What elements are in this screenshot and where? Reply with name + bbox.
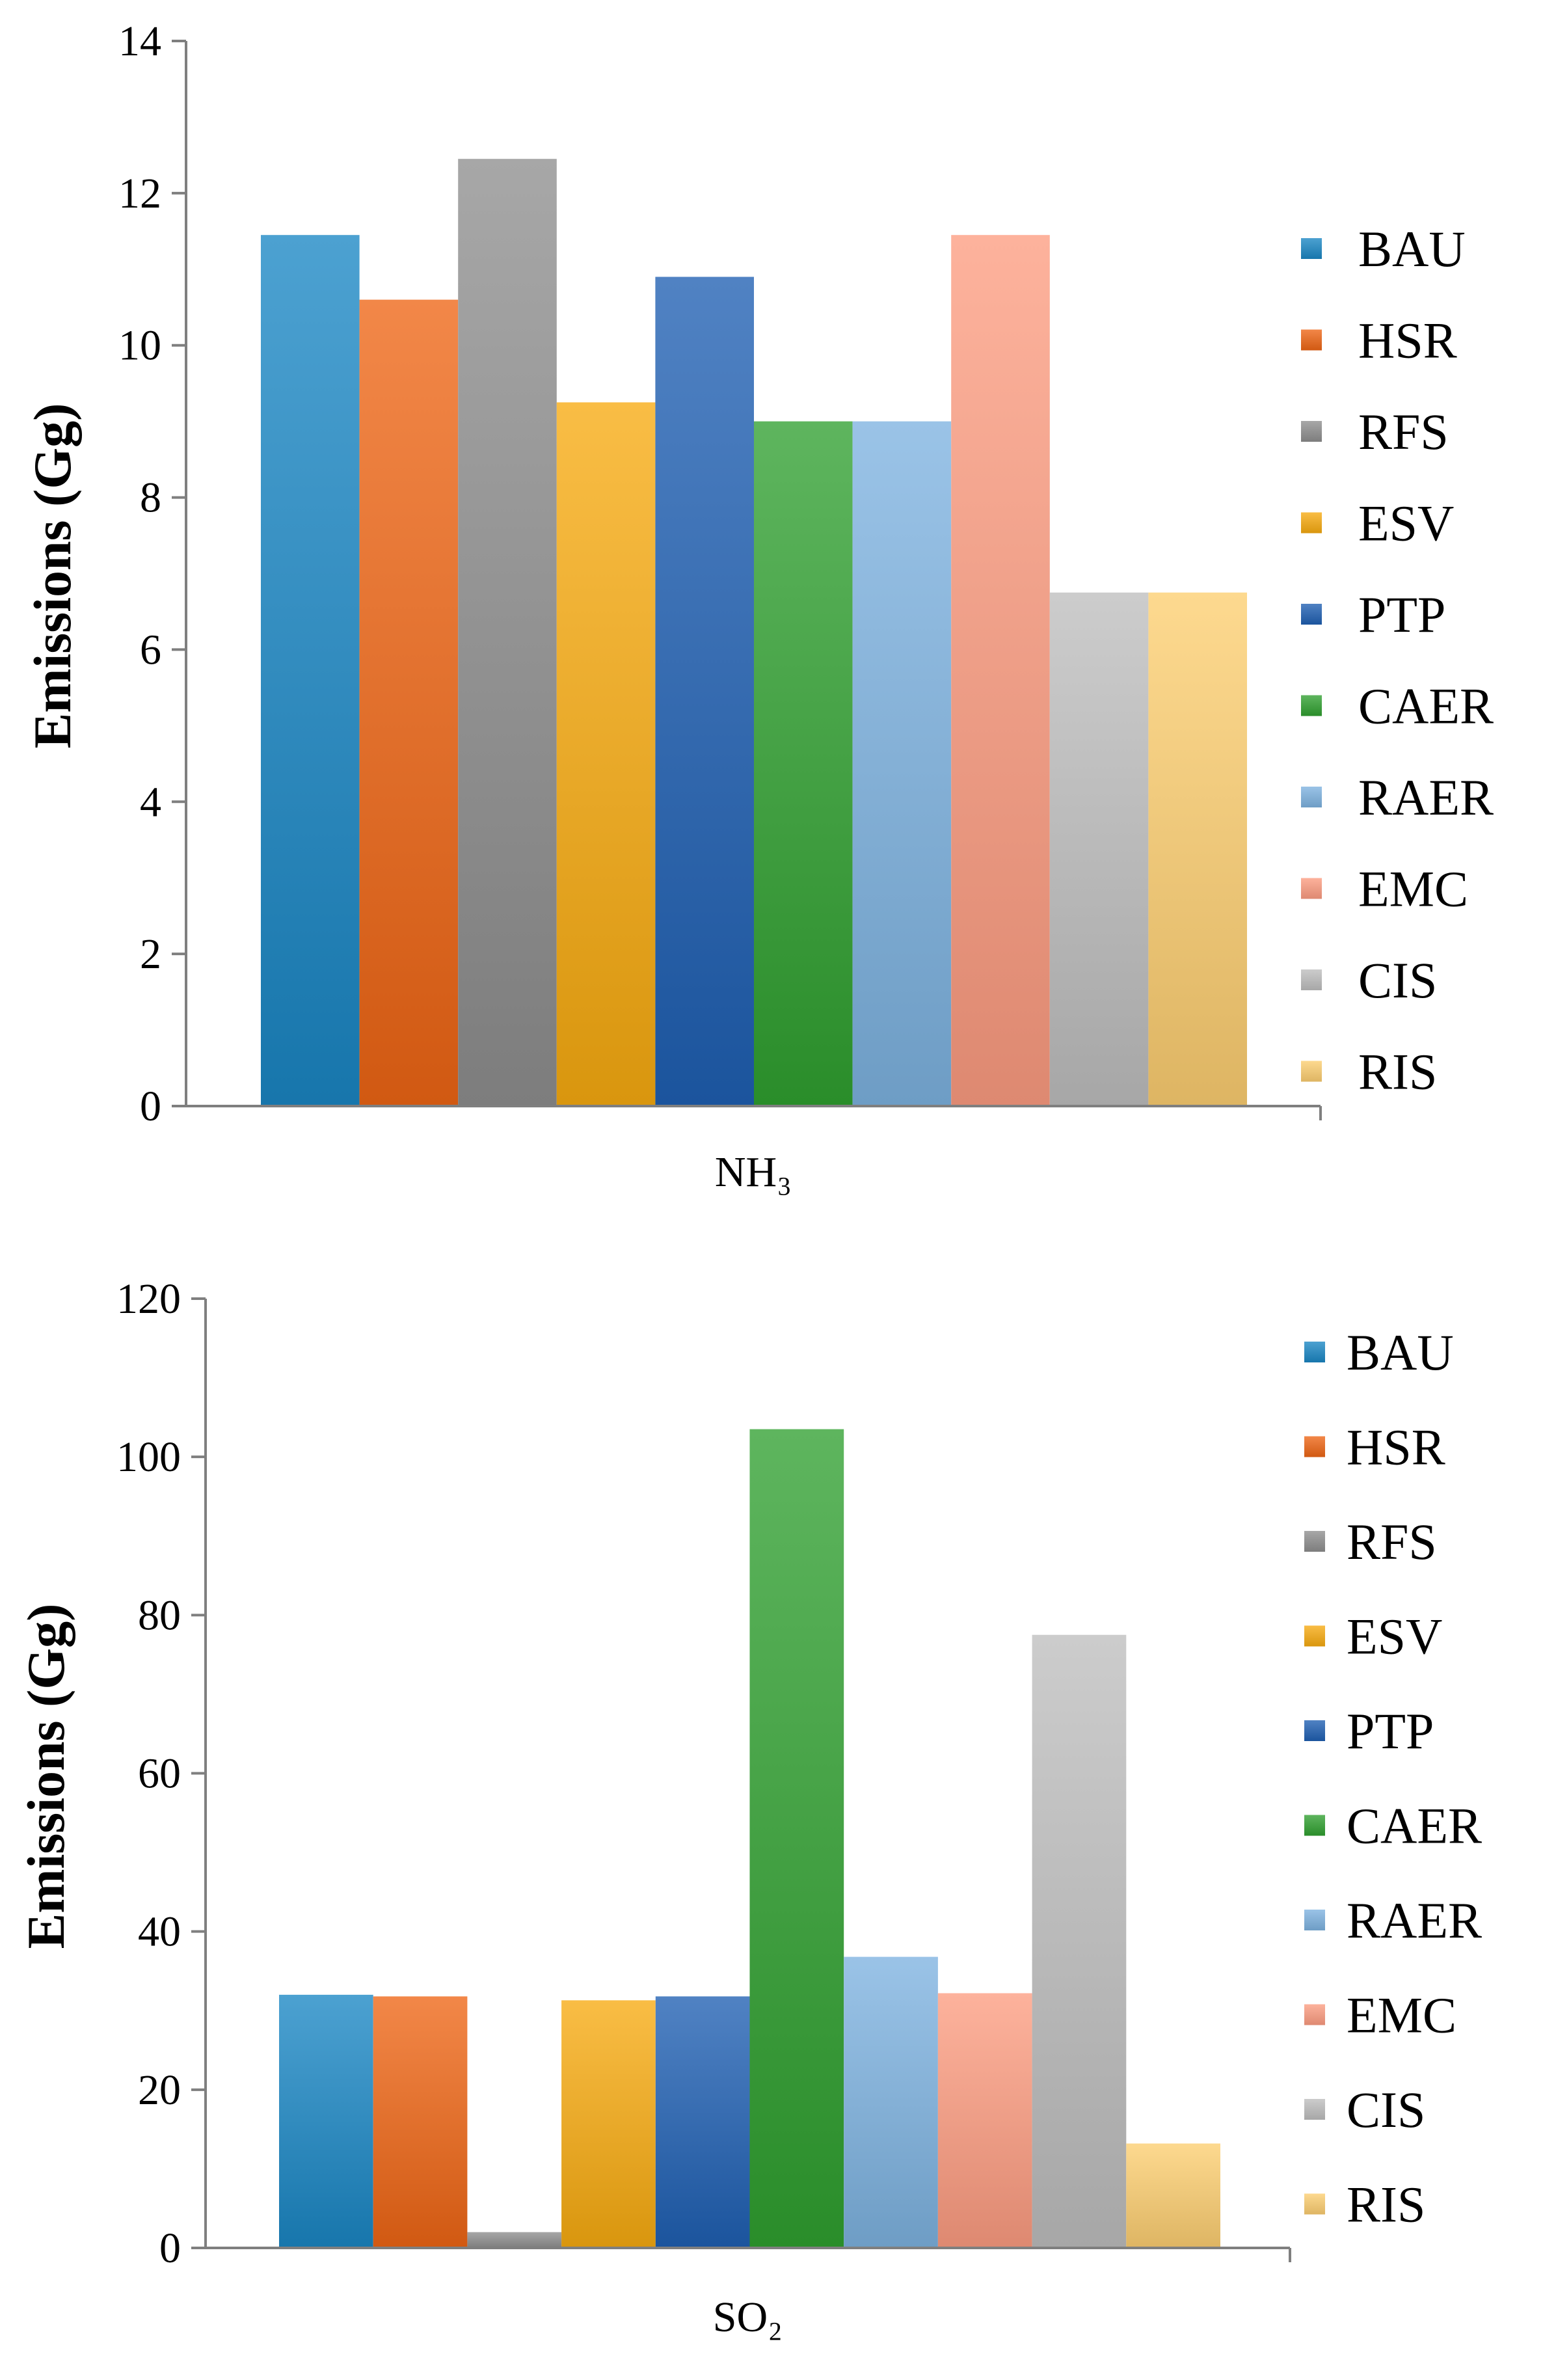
bar-caer [749,1429,844,2248]
legend-label-ptp: PTP [1358,586,1445,643]
legend-label-bau: BAU [1347,1324,1454,1381]
bar-ptp [655,277,754,1106]
legend-label-cis: CIS [1358,952,1437,1008]
y-tick-label: 20 [138,2066,181,2114]
legend-label-raer: RAER [1358,769,1494,826]
bar-emc [937,1993,1032,2248]
category-label: SO₂ [713,2293,783,2341]
bar-hsr [373,1996,468,2248]
y-tick-label: 14 [118,18,161,65]
legend-swatch-hsr [1301,329,1322,351]
legend-swatch-esv [1301,512,1322,534]
legend-label-raer: RAER [1347,1892,1482,1949]
y-tick-label: 4 [140,778,161,826]
legend-swatch-hsr [1304,1436,1325,1457]
bar-cis [1032,1634,1127,2248]
bar-raer [844,1956,938,2248]
legend-swatch-bau [1301,238,1322,259]
legend-swatch-caer [1304,1815,1325,1836]
bar-esv [561,2000,656,2248]
legend-label-caer: CAER [1347,1798,1482,1854]
legend-swatch-raer [1301,787,1322,807]
legend-label-caer: CAER [1358,678,1494,735]
bar-rfs [458,159,557,1107]
bar-raer [852,421,952,1106]
bar-ris [1148,592,1247,1106]
y-tick-label: 0 [159,2224,181,2272]
y-tick-label: 10 [118,322,161,370]
legend-swatch-ptp [1304,1720,1325,1741]
y-axis-title: Emissions (Gg) [16,1604,75,1949]
category-label: NH₃ [715,1148,792,1196]
legend-label-esv: ESV [1347,1608,1442,1665]
bars [261,159,1247,1107]
legend-label-cis: CIS [1347,2081,1425,2138]
legend-label-emc: EMC [1358,861,1468,917]
bar-caer [754,421,853,1106]
legend-swatch-rfs [1301,421,1322,442]
nh3-emissions-chart: 0 2 4 6 8 10 12 14 Emissions (Gg) NH₃ BAU HSR RFS ESV… [23,18,1494,1196]
legend-swatch-esv [1304,1625,1325,1647]
legend-swatch-emc [1304,2004,1325,2025]
legend-swatch-rfs [1304,1531,1325,1552]
legend-label-bau: BAU [1358,221,1466,277]
legend-label-rfs: RFS [1358,403,1449,460]
legend-label-ris: RIS [1347,2176,1425,2233]
legend: BAU HSR RFS ESV PTP CAER RAER EMC CIS RIS [1301,221,1494,1100]
y-tick-label: 6 [140,626,161,673]
y-tick-label: 80 [138,1591,181,1639]
y-tick-label: 12 [118,170,161,217]
bar-ris [1126,2143,1220,2248]
y-tick-label: 2 [140,930,161,978]
bar-cis [1049,592,1149,1106]
legend-swatch-cis [1304,2099,1325,2120]
bar-bau [261,235,360,1107]
legend: BAU HSR RFS ESV PTP CAER RAER EMC CIS RIS [1304,1324,1482,2233]
so2-emissions-chart: 0 20 40 60 80 100 120 Emissions (Gg) SO₂ BAU HSR RF… [16,1275,1482,2341]
y-tick-label: 8 [140,474,161,522]
legend-swatch-raer [1304,1910,1325,1930]
bar-esv [556,402,656,1106]
legend-label-hsr: HSR [1347,1419,1445,1476]
legend-swatch-ris [1301,1061,1322,1082]
bar-rfs [467,2232,562,2248]
bar-bau [279,1994,373,2248]
legend-swatch-caer [1301,695,1322,716]
y-tick-label: 60 [138,1750,181,1798]
legend-swatch-ptp [1301,604,1322,625]
legend-label-hsr: HSR [1358,312,1457,369]
legend-label-esv: ESV [1358,495,1454,552]
axes: 0 20 40 60 80 100 120 [116,1275,1291,2272]
y-tick-label: 0 [140,1083,161,1130]
legend-swatch-ris [1304,2193,1325,2215]
axes: 0 2 4 6 8 10 12 14 [118,18,1322,1130]
bar-emc [951,235,1050,1107]
legend-label-ptp: PTP [1347,1703,1434,1759]
y-tick-label: 100 [116,1433,181,1481]
legend-label-rfs: RFS [1347,1513,1437,1570]
legend-swatch-cis [1301,969,1322,990]
bar-ptp [655,1996,750,2248]
legend-swatch-bau [1304,1342,1325,1362]
y-tick-label: 120 [116,1275,181,1323]
bars [279,1429,1220,2248]
y-tick-label: 40 [138,1908,181,1956]
legend-label-emc: EMC [1347,1987,1456,2044]
bar-hsr [359,299,459,1107]
y-axis-title: Emissions (Gg) [23,403,82,749]
legend-swatch-emc [1301,878,1322,899]
legend-label-ris: RIS [1358,1044,1437,1100]
